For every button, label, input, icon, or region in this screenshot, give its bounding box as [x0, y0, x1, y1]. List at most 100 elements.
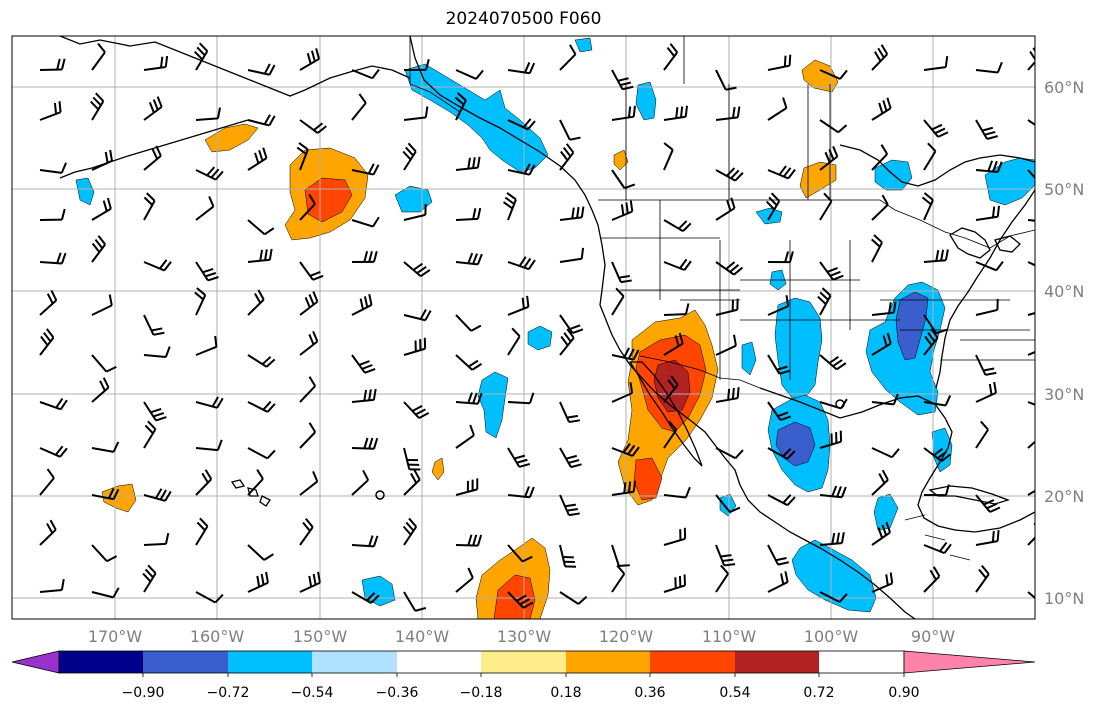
wind-barb-feather [937, 131, 949, 138]
wind-barb-staff [923, 401, 946, 407]
wind-barb-feather [467, 392, 473, 404]
wind-barb-feather [472, 157, 476, 169]
wind-barb-feather [472, 208, 477, 220]
wind-barb-feather [112, 587, 120, 598]
wind-barb [299, 48, 320, 71]
wind-barb [663, 486, 691, 499]
wind-barb [715, 167, 744, 182]
wind-barb-feather [527, 259, 536, 270]
wind-barb-staff [1027, 489, 1035, 496]
wind-barb-staff [559, 544, 567, 567]
wind-barb-feather [155, 416, 167, 422]
wind-barb-feather [780, 573, 785, 585]
wind-barb-feather [1047, 335, 1049, 346]
wind-barb-feather [467, 567, 474, 579]
wind-barb-staff [975, 429, 989, 449]
wind-barb-staff [39, 401, 62, 411]
wind-barb [455, 392, 483, 405]
wind-barb [143, 488, 172, 502]
wind-barb-staff [715, 261, 735, 276]
wind-barb-feather [727, 388, 731, 400]
wind-barb-feather [207, 276, 219, 282]
wind-barb [143, 145, 162, 171]
wind-barb-feather [678, 220, 688, 230]
wind-barb-staff [871, 204, 889, 221]
wind-barb-feather [402, 150, 412, 161]
wind-barb [1027, 335, 1049, 356]
wind-barb-feather [268, 248, 273, 260]
wind-barb-staff [143, 354, 167, 358]
wind-barb-feather [882, 100, 888, 112]
wind-barb-feather [627, 106, 632, 118]
wind-barb [247, 289, 265, 316]
wind-barb-feather [624, 183, 636, 190]
wind-barb-feather [722, 558, 734, 562]
wind-barb-feather [306, 52, 312, 65]
wind-barb-feather [685, 303, 690, 315]
wind-barb-feather [368, 437, 374, 449]
wind-barb [975, 260, 1004, 272]
wind-barb-staff [871, 531, 891, 546]
wind-barb-staff [819, 542, 843, 546]
lon-label: 170°W [88, 627, 143, 646]
wind-barb-feather [780, 415, 792, 422]
wind-barb [247, 63, 276, 76]
wind-barb-feather [268, 115, 276, 126]
wind-barb-staff [455, 166, 478, 171]
wind-barb [871, 332, 892, 356]
wind-barb-feather [888, 302, 892, 314]
wind-barb [715, 69, 737, 91]
lat-label: 50°N [1044, 180, 1084, 199]
wind-barb-feather [731, 387, 735, 400]
wind-barb-feather [670, 375, 679, 386]
wind-barb [871, 97, 892, 121]
wind-barb-staff [91, 447, 114, 453]
wind-barb [819, 145, 839, 171]
wind-barb-feather [823, 192, 833, 202]
wind-barb-staff [247, 298, 265, 316]
wind-barb-staff [663, 51, 679, 71]
wind-barb-staff [247, 447, 268, 460]
wind-barb-staff [455, 217, 479, 221]
wind-barb-feather [302, 521, 311, 532]
wind-barb-staff [351, 447, 375, 450]
wind-barb-feather [1046, 125, 1054, 132]
wind-barb-feather [632, 480, 636, 492]
wind-barb-feather [196, 46, 206, 56]
wind-barb-staff [819, 440, 842, 449]
wind-barb-staff [923, 544, 945, 555]
wind-barb-feather [99, 380, 106, 392]
wind-barb-staff [975, 261, 997, 272]
wind-barb-staff [975, 573, 990, 593]
wind-barb-feather [268, 64, 276, 76]
wind-barb [455, 69, 484, 80]
wind-barb-feather [144, 568, 154, 579]
wind-barb-feather [668, 420, 678, 431]
wind-barb-feather [358, 360, 370, 366]
wind-barb-feather [566, 328, 575, 339]
contour-fill-region [635, 81, 657, 121]
hudson-bay-shore [839, 144, 1035, 187]
wind-barb-feather [259, 249, 263, 261]
wind-barb-feather [304, 296, 311, 308]
wind-barb-feather [678, 332, 684, 344]
wind-barb-feather [310, 50, 316, 62]
wind-barb [663, 303, 690, 316]
wind-barb [195, 469, 213, 496]
wind-barb-staff [91, 544, 108, 562]
wind-barb-feather [308, 333, 315, 345]
wind-barb [767, 571, 789, 593]
wind-barb [923, 249, 949, 263]
wind-barb-staff [507, 119, 529, 131]
wind-barb-staff [871, 447, 893, 459]
contour-fill-region [755, 207, 783, 225]
wind-barb-feather [885, 521, 892, 533]
wind-barb-feather [264, 249, 268, 261]
wind-barb [559, 447, 582, 469]
wind-barb-staff [1027, 119, 1035, 127]
wind-barb [39, 58, 66, 71]
wind-barb [817, 287, 832, 316]
map-frame [11, 35, 1036, 620]
wind-barb [819, 261, 844, 281]
wind-barb [39, 468, 55, 496]
